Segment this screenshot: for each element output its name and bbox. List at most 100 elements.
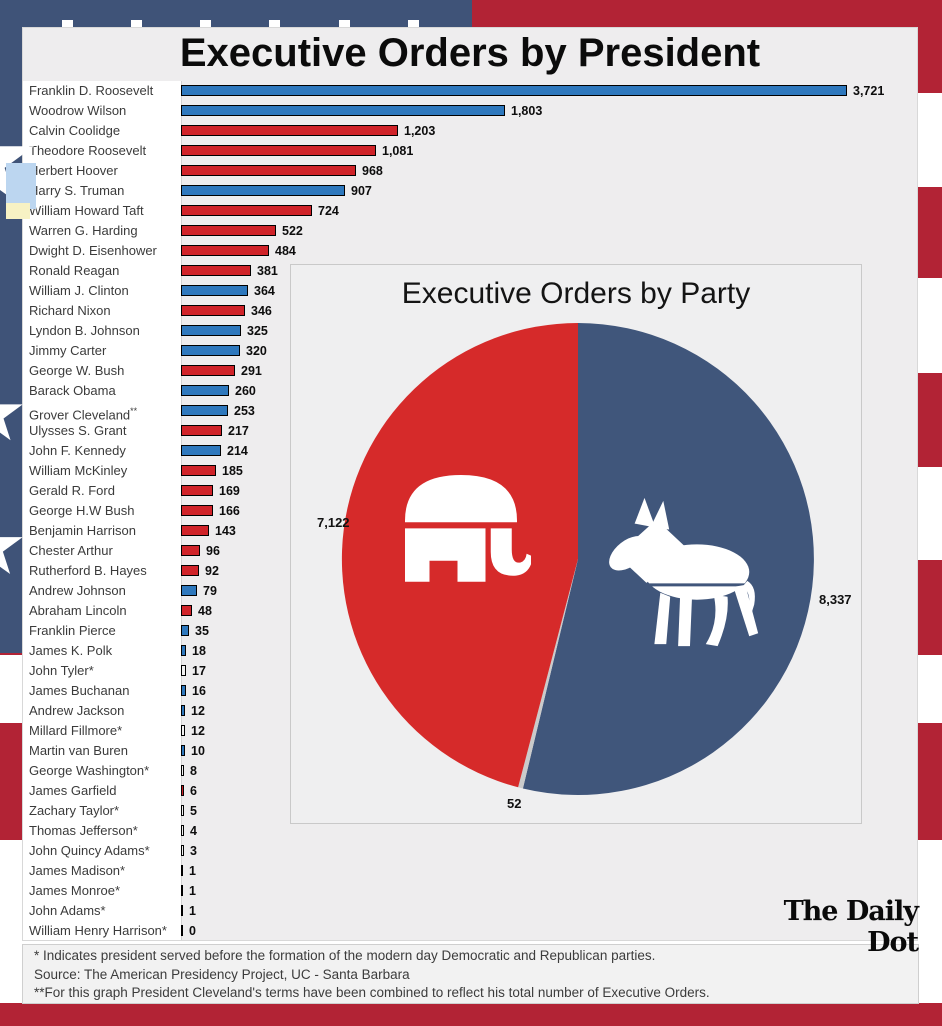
- bar: [181, 825, 184, 836]
- president-label: John Adams*: [29, 903, 106, 918]
- bar-value: 185: [222, 464, 243, 478]
- president-label: William Henry Harrison*: [29, 923, 167, 938]
- president-labels-column: [23, 81, 181, 940]
- star-icon: [269, 20, 280, 27]
- bar-row: William J. Clinton 364: [23, 281, 917, 301]
- bar: [181, 305, 245, 316]
- bar: [181, 785, 184, 796]
- bar-rows: Franklin D. Roosevelt 3,721 Woodrow Wilson…: [23, 81, 917, 941]
- bar: [181, 165, 356, 176]
- bar-value: 17: [192, 664, 206, 678]
- pie-title: Executive Orders by Party: [401, 277, 751, 310]
- bar: [181, 845, 184, 856]
- bar-row: Richard Nixon 346: [23, 301, 917, 321]
- bar-value: 79: [203, 584, 217, 598]
- president-label: Warren G. Harding: [29, 223, 138, 238]
- bar-value: 18: [192, 644, 206, 658]
- bar: [181, 225, 276, 236]
- president-label: William J. Clinton: [29, 283, 129, 298]
- president-label: John F. Kennedy: [29, 443, 126, 458]
- president-label: John Tyler*: [29, 663, 94, 678]
- president-label: Jimmy Carter: [29, 343, 107, 358]
- president-label: Gerald R. Ford: [29, 483, 115, 498]
- bar-value: 1,081: [382, 144, 414, 158]
- bar: [181, 605, 192, 616]
- bar-row: Chester Arthur 96: [23, 541, 917, 561]
- star-icon: [408, 20, 419, 27]
- president-label: George Washington*: [29, 763, 150, 778]
- president-label: John Quincy Adams*: [29, 843, 150, 858]
- president-label: Barack Obama: [29, 383, 116, 398]
- president-label: James Madison*: [29, 863, 126, 878]
- bar-value: 484: [275, 244, 296, 258]
- bar-value: 8: [190, 764, 197, 778]
- pie-value-republican: 7,122: [317, 515, 350, 530]
- pie-slice-other: [518, 559, 578, 789]
- bar-value: 381: [257, 264, 278, 278]
- bar: [181, 585, 197, 596]
- bar: [181, 385, 229, 396]
- bar-value: 35: [195, 624, 209, 638]
- bar-value: 1: [189, 904, 196, 918]
- bar-row: Harry S. Truman 907: [23, 181, 917, 201]
- president-label: Millard Fillmore*: [29, 723, 123, 738]
- bar-value: 320: [246, 344, 267, 358]
- bar: [181, 185, 345, 196]
- president-label: Chester Arthur: [29, 543, 113, 558]
- bar: [181, 865, 183, 876]
- president-label: James K. Polk: [29, 643, 113, 658]
- president-label: Herbert Hoover: [29, 163, 118, 178]
- bar: [181, 505, 213, 516]
- bar-value: 1: [189, 884, 196, 898]
- bar: [181, 565, 199, 576]
- bar-value: 143: [215, 524, 236, 538]
- bar-value: 214: [227, 444, 248, 458]
- bar-row: James Garfield 6: [23, 781, 917, 801]
- bar: [181, 325, 241, 336]
- bar: [181, 705, 185, 716]
- bar-row: Warren G. Harding 522: [23, 221, 917, 241]
- bar: [181, 445, 221, 456]
- bar: [181, 425, 222, 436]
- president-label: Ronald Reagan: [29, 263, 120, 278]
- president-label: Woodrow Wilson: [29, 103, 127, 118]
- bar-value: 291: [241, 364, 262, 378]
- sparkle-decoration: [6, 163, 36, 209]
- bar-value: 260: [235, 384, 256, 398]
- bar-value: 166: [219, 504, 240, 518]
- bar-value: 12: [191, 704, 205, 718]
- bar-row: John Tyler* 17: [23, 661, 917, 681]
- bar: [181, 205, 312, 216]
- daily-dot-logo: The Daily Dot: [783, 896, 919, 958]
- star-icon: [131, 20, 142, 27]
- president-label: James Monroe*: [29, 883, 121, 898]
- republican-elephant-icon: [405, 475, 531, 582]
- bar: [181, 545, 200, 556]
- pie-chart-panel: Executive Orders by Party 7,122 8,337 52: [290, 264, 862, 824]
- bar: [181, 525, 209, 536]
- bar-value: 907: [351, 184, 372, 198]
- bar: [181, 905, 183, 916]
- bar-row: John F. Kennedy 214: [23, 441, 917, 461]
- bar-row: Andrew Johnson 79: [23, 581, 917, 601]
- bar-value: 522: [282, 224, 303, 238]
- bar-row: Abraham Lincoln 48: [23, 601, 917, 621]
- bar-row: Ronald Reagan 381: [23, 261, 917, 281]
- bar-value: 5: [190, 804, 197, 818]
- bar-row: Franklin Pierce 35: [23, 621, 917, 641]
- bar-value: 12: [191, 724, 205, 738]
- bar-row: Grover Cleveland** 253: [23, 401, 917, 422]
- bar-value: 346: [251, 304, 272, 318]
- bar-row: George W. Bush 291: [23, 361, 917, 381]
- bar-row: Gerald R. Ford 169: [23, 481, 917, 501]
- bar-value: 1,803: [511, 104, 543, 118]
- bar: [181, 345, 240, 356]
- president-label: William McKinley: [29, 463, 128, 478]
- president-label: Calvin Coolidge: [29, 123, 121, 138]
- president-label: James Garfield: [29, 783, 117, 798]
- bar-value: 1,203: [404, 124, 436, 138]
- bar-row: Andrew Jackson 12: [23, 701, 917, 721]
- president-label: Andrew Johnson: [29, 583, 126, 598]
- president-label: Zachary Taylor*: [29, 803, 120, 818]
- bar: [181, 645, 186, 656]
